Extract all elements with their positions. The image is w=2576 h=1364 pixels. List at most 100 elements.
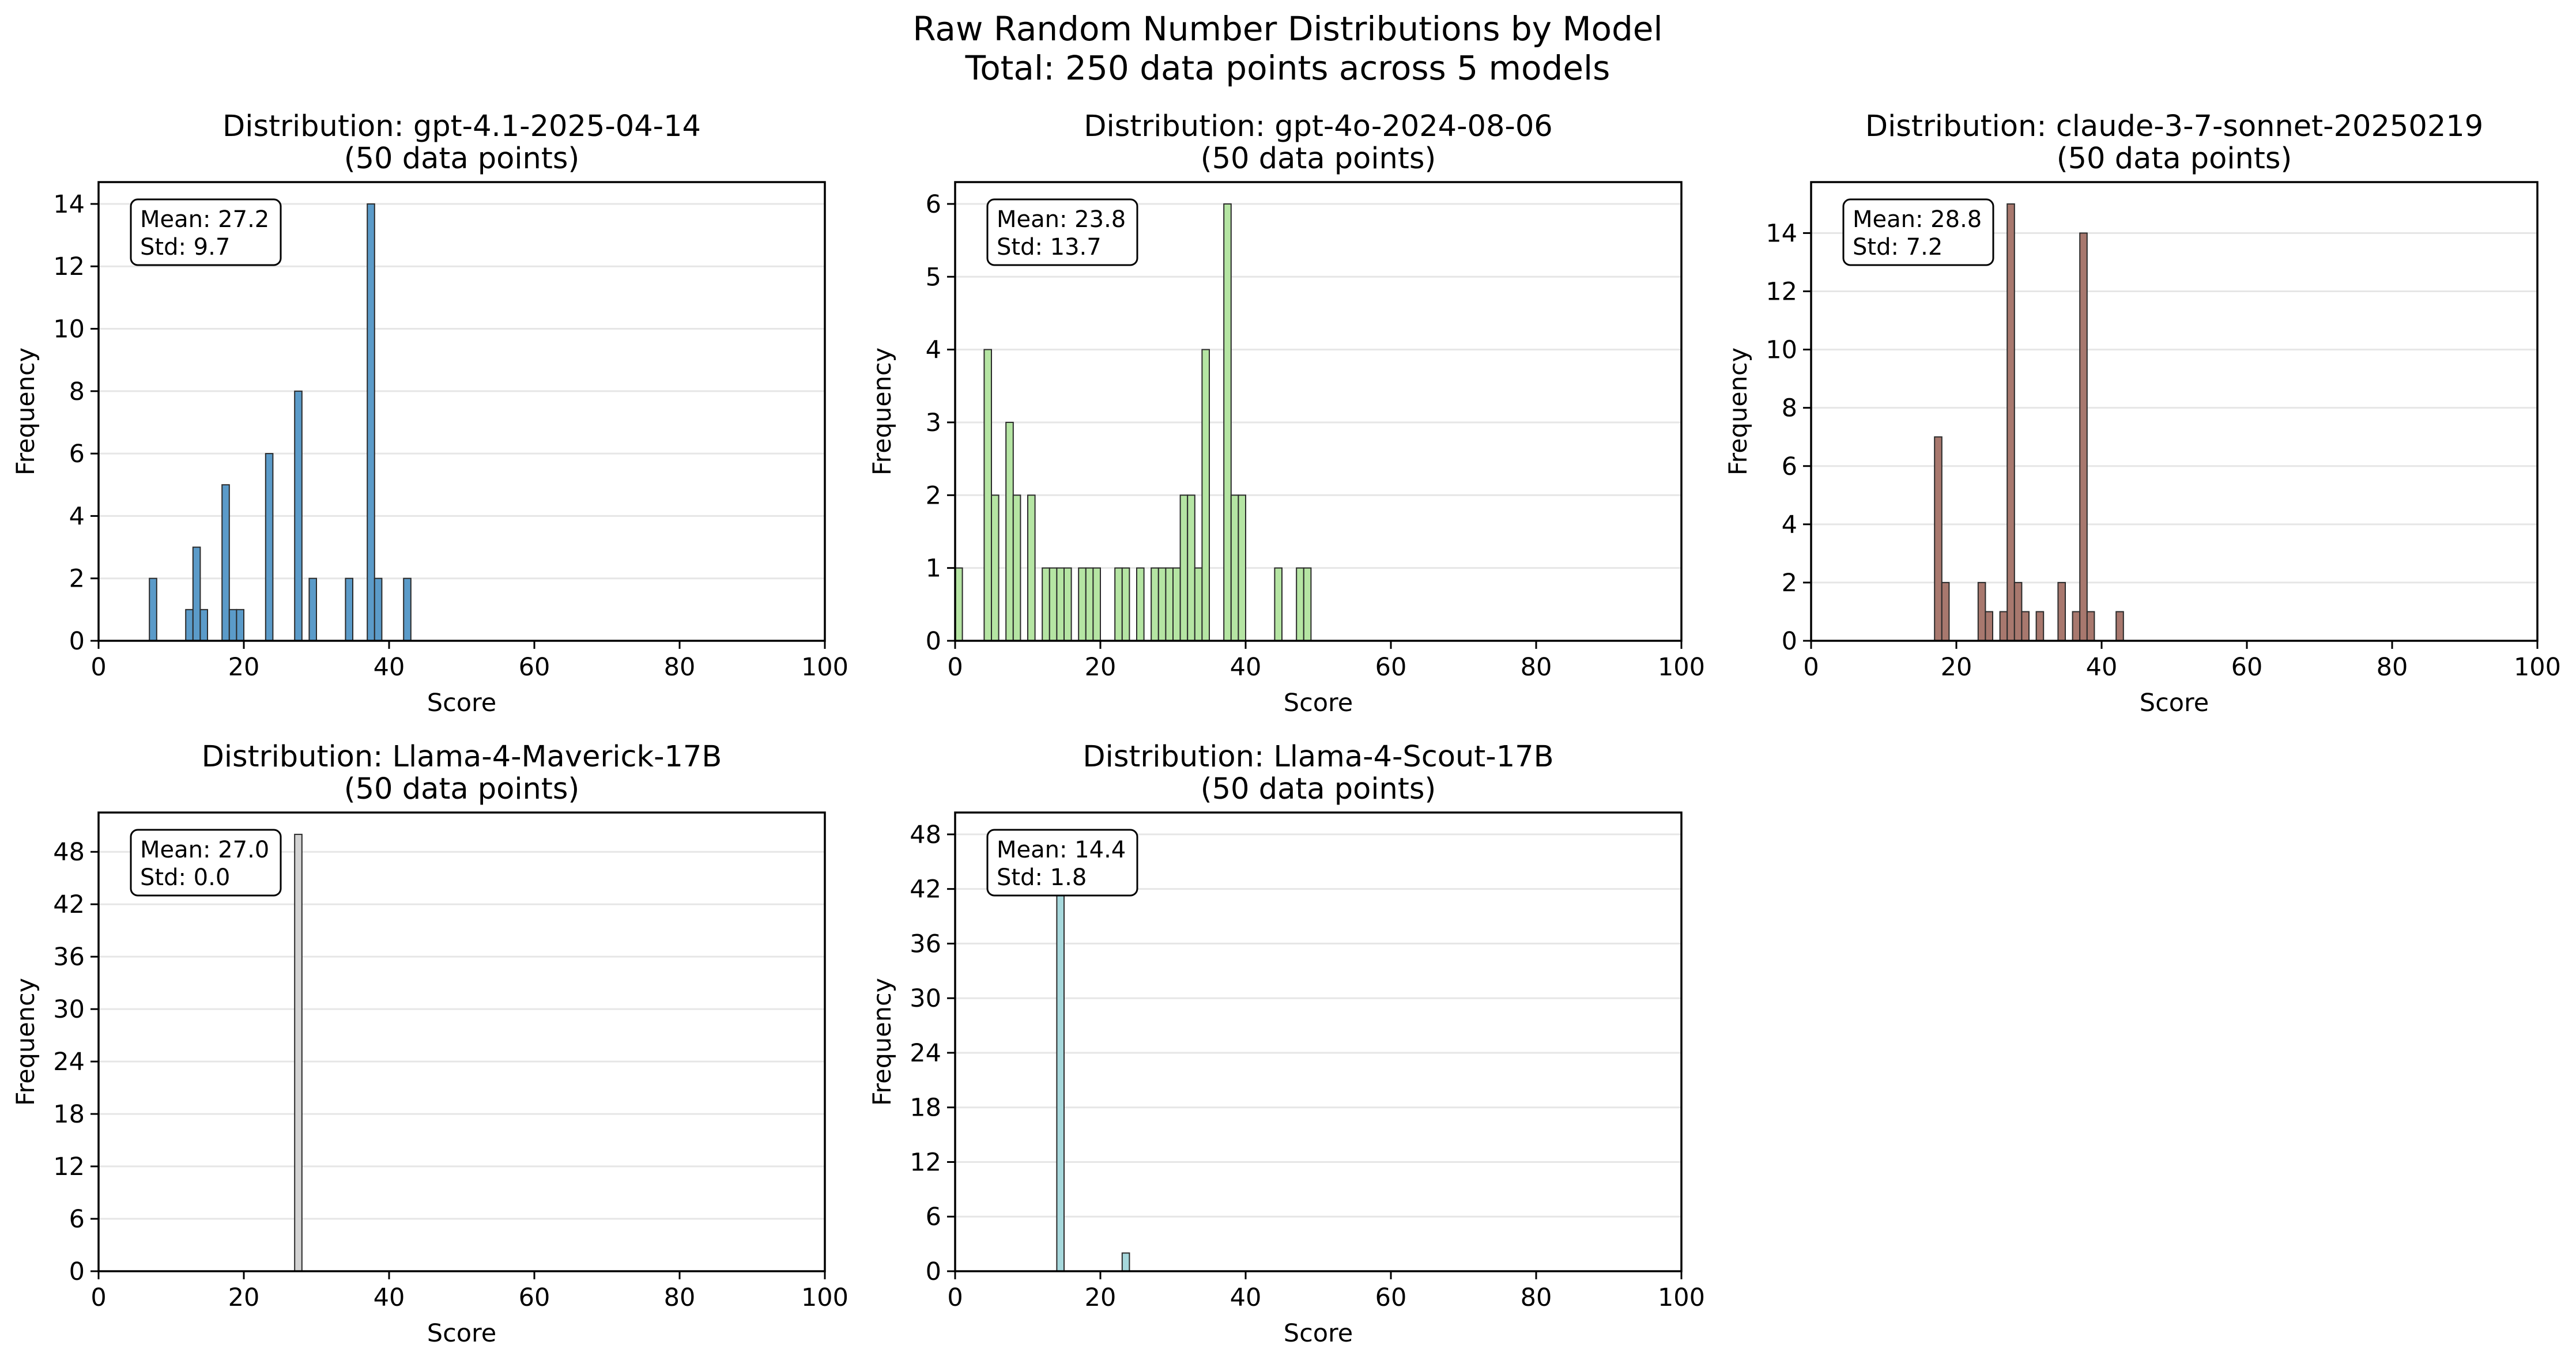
y-axis-label: Frequency bbox=[868, 978, 897, 1106]
histogram-bar bbox=[1194, 567, 1203, 642]
x-tick-label: 80 bbox=[2377, 653, 2408, 682]
histogram-bar bbox=[1048, 567, 1058, 642]
subplot-title-line-2: (50 data points) bbox=[344, 772, 580, 806]
y-tick-label: 0 bbox=[69, 1257, 85, 1286]
subplot-title-line-1: Distribution: Llama-4-Maverick-17B bbox=[202, 740, 722, 774]
histogram-bar bbox=[1056, 567, 1065, 642]
histogram-bar bbox=[955, 567, 963, 642]
histogram-bar bbox=[1165, 567, 1174, 642]
histogram-bar bbox=[228, 609, 237, 641]
histogram-bar bbox=[367, 203, 375, 641]
y-tick-label: 12 bbox=[53, 252, 85, 281]
std-text: Std: 9.7 bbox=[140, 234, 230, 260]
axes-frame bbox=[954, 181, 1683, 642]
histogram-bar bbox=[199, 609, 208, 641]
x-tick-label: 60 bbox=[519, 1283, 550, 1312]
x-tick-label: 60 bbox=[1375, 1283, 1407, 1312]
histogram-bar bbox=[1941, 581, 1950, 642]
y-tick-label: 0 bbox=[1782, 627, 1797, 656]
subplot-3: Distribution: claude-3-7-sonnet-20250219… bbox=[1724, 109, 2561, 717]
x-tick-label: 80 bbox=[1521, 1283, 1552, 1312]
histogram-bar bbox=[1012, 494, 1021, 641]
histogram-bar bbox=[294, 390, 303, 641]
histogram-bar bbox=[185, 609, 194, 641]
x-tick-label: 80 bbox=[1521, 653, 1552, 682]
histogram-bar bbox=[2021, 611, 2030, 642]
y-tick-label: 6 bbox=[69, 440, 85, 468]
x-tick-label: 60 bbox=[1375, 653, 1407, 682]
subplot-4: Distribution: Llama-4-Maverick-17B(50 da… bbox=[12, 740, 848, 1348]
x-tick-label: 20 bbox=[1085, 653, 1117, 682]
y-axis-label: Frequency bbox=[1724, 347, 1753, 475]
y-tick-label: 0 bbox=[69, 627, 85, 656]
y-tick-label: 48 bbox=[53, 838, 85, 867]
x-tick-label: 0 bbox=[947, 1283, 963, 1312]
y-tick-label: 6 bbox=[926, 1203, 941, 1231]
mean-text: Mean: 27.2 bbox=[140, 206, 269, 233]
histogram-bar bbox=[2115, 611, 2124, 642]
x-tick-label: 80 bbox=[664, 653, 696, 682]
x-axis-label: Score bbox=[427, 689, 496, 717]
histogram-bar bbox=[1005, 421, 1014, 641]
histogram-bar bbox=[1934, 436, 1943, 641]
histogram-bar bbox=[308, 577, 318, 641]
subplot-title-line-1: Distribution: Llama-4-Scout-17B bbox=[1083, 740, 1553, 774]
subplot-title-line-2: (50 data points) bbox=[1201, 142, 1436, 176]
y-tick-label: 30 bbox=[53, 995, 85, 1024]
stats-box bbox=[986, 829, 1138, 897]
y-tick-label: 36 bbox=[910, 930, 941, 958]
y-tick-label: 30 bbox=[910, 984, 941, 1013]
y-tick-label: 4 bbox=[69, 502, 85, 531]
histogram-bar bbox=[1296, 567, 1304, 642]
y-axis-label: Frequency bbox=[12, 347, 40, 475]
histogram-bar bbox=[1121, 567, 1130, 642]
y-tick-label: 12 bbox=[53, 1153, 85, 1181]
histogram-bar bbox=[1085, 567, 1094, 642]
std-text: Std: 1.8 bbox=[997, 864, 1087, 891]
histogram-bar bbox=[1114, 567, 1123, 642]
x-tick-label: 40 bbox=[374, 653, 405, 682]
std-text: Std: 7.2 bbox=[1853, 234, 1943, 260]
x-tick-label: 0 bbox=[1803, 653, 1819, 682]
subplot-title-line-1: Distribution: gpt-4.1-2025-04-14 bbox=[222, 109, 701, 143]
subplot-title-line-2: (50 data points) bbox=[1201, 772, 1436, 806]
histogram-bar bbox=[1063, 567, 1072, 642]
histogram-bar bbox=[1201, 349, 1210, 641]
histogram-bar bbox=[403, 577, 412, 641]
subplot-title-line-1: Distribution: gpt-4o-2024-08-06 bbox=[1084, 109, 1552, 143]
histogram-bar bbox=[374, 577, 383, 641]
histogram-bar bbox=[1078, 567, 1087, 642]
histogram-bar bbox=[2013, 581, 2023, 642]
x-axis-label: Score bbox=[2140, 689, 2209, 717]
x-tick-label: 80 bbox=[664, 1283, 696, 1312]
x-tick-label: 40 bbox=[1230, 1283, 1262, 1312]
histogram-bar bbox=[2057, 581, 2066, 642]
stats-box bbox=[130, 829, 282, 897]
histogram-bar bbox=[221, 484, 230, 641]
y-tick-label: 5 bbox=[926, 263, 941, 292]
axes-frame bbox=[97, 181, 826, 642]
x-tick-label: 40 bbox=[1230, 653, 1262, 682]
histogram-bar bbox=[1179, 494, 1189, 641]
y-tick-label: 18 bbox=[910, 1094, 941, 1123]
y-tick-label: 24 bbox=[910, 1039, 941, 1068]
stats-box bbox=[986, 198, 1138, 266]
subplot-5: Distribution: Llama-4-Scout-17B(50 data … bbox=[868, 740, 1705, 1348]
histogram-bar bbox=[2086, 611, 2095, 642]
std-text: Std: 13.7 bbox=[997, 234, 1102, 260]
x-tick-label: 100 bbox=[1658, 1283, 1705, 1312]
y-tick-label: 6 bbox=[926, 190, 941, 219]
mean-text: Mean: 28.8 bbox=[1853, 206, 1982, 233]
histogram-bar bbox=[1303, 567, 1312, 642]
y-tick-label: 4 bbox=[926, 336, 941, 365]
x-tick-label: 20 bbox=[228, 653, 260, 682]
y-tick-label: 18 bbox=[53, 1100, 85, 1129]
histogram-bar bbox=[294, 833, 303, 1272]
y-tick-label: 14 bbox=[1766, 219, 1797, 248]
x-tick-label: 40 bbox=[374, 1283, 405, 1312]
y-tick-label: 14 bbox=[53, 190, 85, 219]
histogram-bar bbox=[1092, 567, 1102, 642]
x-axis-label: Score bbox=[1284, 1319, 1353, 1348]
histogram-bar bbox=[265, 453, 274, 641]
